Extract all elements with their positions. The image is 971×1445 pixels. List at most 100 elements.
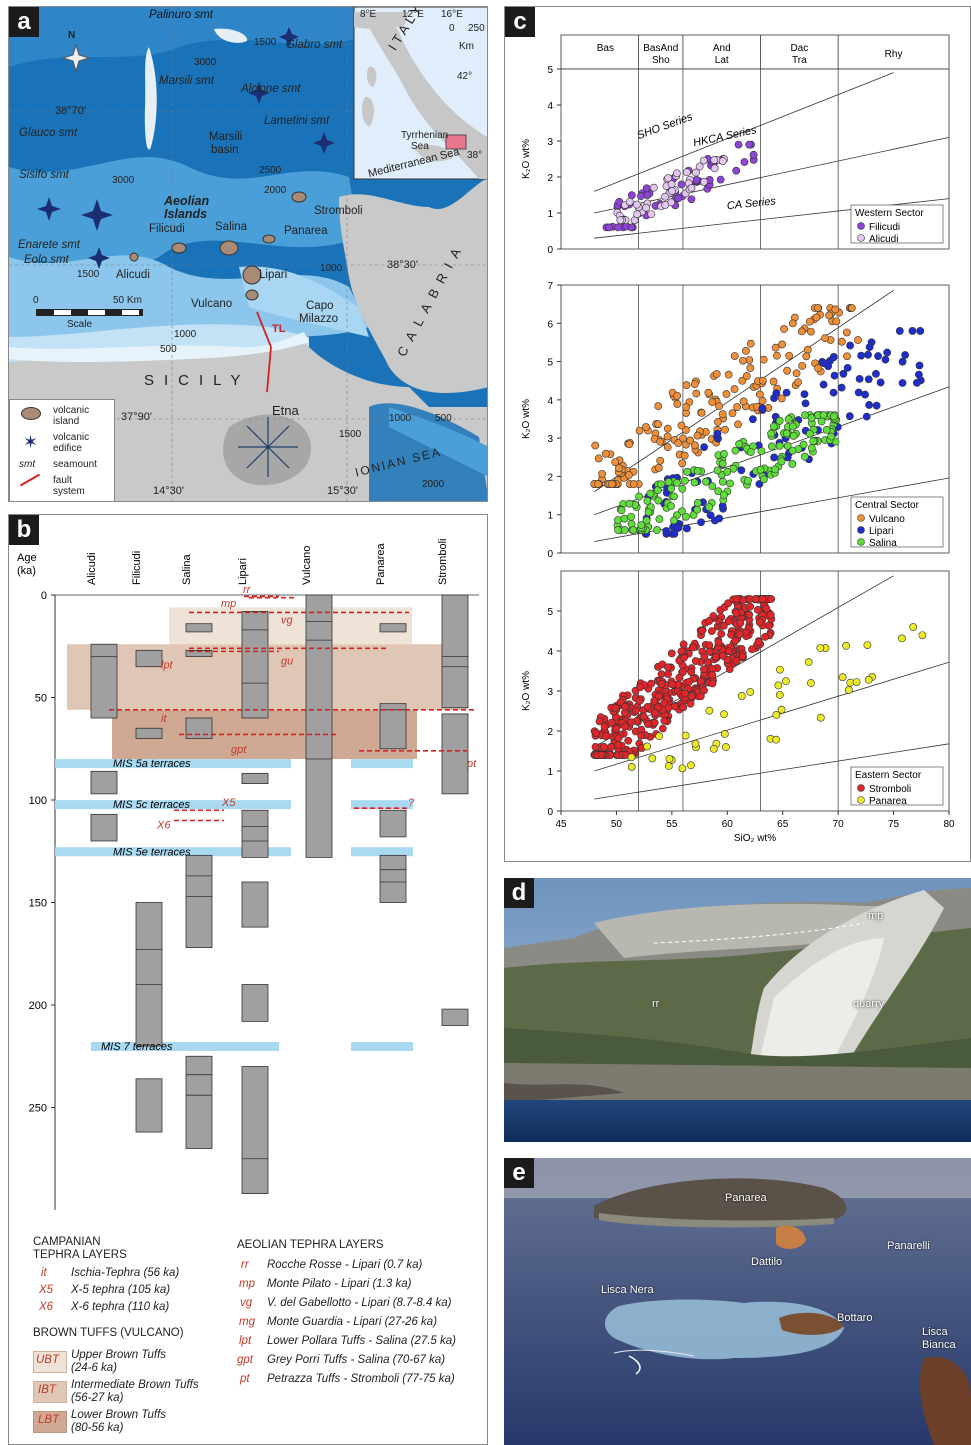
y-tick-label: 2 <box>547 173 553 184</box>
point-panarea <box>852 678 861 686</box>
point-stromboli <box>614 734 623 742</box>
point-alicudi <box>692 168 700 177</box>
point-stromboli <box>705 641 714 649</box>
point-vulcano <box>778 340 786 349</box>
field-label-and: And <box>713 43 731 54</box>
point-vulcano <box>714 418 722 426</box>
point-lipari <box>876 378 885 387</box>
point-vulcano <box>680 451 689 460</box>
column-title-alicudi: Alicudi <box>86 553 98 585</box>
point-panarea <box>775 691 784 699</box>
strat-unit <box>379 623 407 633</box>
point-stromboli <box>631 706 640 715</box>
point-salina <box>682 512 690 521</box>
point-vulcano <box>677 421 686 430</box>
point-lipari <box>670 529 679 538</box>
depth-500-e: 500 <box>435 413 452 424</box>
point-salina <box>620 526 629 534</box>
inset-scale-0: 0 <box>449 23 455 34</box>
series-boundary <box>594 137 950 214</box>
legend-box-0 <box>850 204 944 244</box>
point-vulcano <box>843 352 851 361</box>
point-stromboli <box>755 618 764 627</box>
point-stromboli <box>660 716 669 725</box>
point-salina <box>756 465 765 474</box>
field-label-rhy: Rhy <box>885 49 903 60</box>
smt-glauco: Glauco smt <box>19 127 78 139</box>
point-stromboli <box>660 699 668 708</box>
point-panarea <box>918 631 927 640</box>
point-stromboli <box>650 718 659 727</box>
point-vulcano <box>825 311 834 320</box>
strat-unit <box>135 649 163 668</box>
aeolian-tephra-title: AEOLIAN TEPHRA LAYERS <box>237 1239 384 1251</box>
y-tick-label: 3 <box>547 434 553 445</box>
photo-e-label-panarelli: Panarelli <box>887 1240 930 1252</box>
point-vulcano <box>686 436 695 445</box>
point-salina <box>667 484 676 493</box>
point-salina <box>809 437 818 446</box>
column-title-salina: Salina <box>181 554 193 585</box>
photo-e-label-panarea: Panarea <box>725 1192 767 1204</box>
point-alicudi <box>632 200 641 209</box>
legend-fault-1: fault <box>53 475 72 486</box>
point-stromboli <box>678 668 687 677</box>
point-salina <box>817 417 826 426</box>
aeolian-pt-text: Petrazza Tuffs - Stromboli (77-75 ka) <box>267 1373 455 1385</box>
legend-marker-salina <box>857 538 865 546</box>
point-vulcano <box>814 364 822 373</box>
coord-15-30: 15°30' <box>327 485 358 497</box>
point-salina <box>678 484 687 493</box>
point-lipari <box>874 352 882 360</box>
ibt-code: IBT <box>38 1384 56 1396</box>
point-salina <box>760 475 768 484</box>
aeolian-vg-text: V. del Gabellotto - Lipari (8.7-8.4 ka) <box>267 1297 452 1309</box>
point-salina <box>782 429 791 438</box>
scale-title: Scale <box>67 319 93 330</box>
point-stromboli <box>650 697 659 705</box>
point-vulcano <box>813 304 822 312</box>
point-stromboli <box>724 599 732 608</box>
point-lipari <box>883 348 892 357</box>
point-stromboli <box>705 617 714 625</box>
point-salina <box>680 476 689 485</box>
ibt-name: Intermediate Brown Tuffs <box>71 1379 199 1391</box>
y-tick-label: 0 <box>547 245 553 256</box>
point-vulcano <box>758 376 767 385</box>
point-filicudi <box>745 140 754 149</box>
campanian-x5-code: X5 <box>39 1284 54 1296</box>
point-vulcano <box>837 337 846 346</box>
basin-label-1: Marsili <box>209 131 243 143</box>
point-salina <box>708 482 717 491</box>
point-lipari <box>755 480 764 488</box>
campanian-it-text: Ischia-Tephra (56 ka) <box>71 1267 180 1279</box>
island-lipari: Lipari <box>259 269 288 281</box>
point-salina <box>644 508 653 517</box>
aeolian-title-1: Aeolian <box>164 194 210 208</box>
y-axis-label: K₂O wt% <box>521 671 532 711</box>
legend-label-panarea: Panarea <box>869 796 907 807</box>
inset-scale-km: Km <box>459 41 474 52</box>
point-stromboli <box>614 741 623 749</box>
point-vulcano <box>832 317 841 326</box>
point-salina <box>620 514 629 523</box>
depth-2000-e: 2000 <box>422 479 445 490</box>
point-stromboli <box>602 732 610 741</box>
point-lipari <box>846 341 854 350</box>
point-panarea <box>627 753 636 762</box>
point-salina <box>643 497 652 505</box>
terrace-label: MIS 5a terraces <box>113 758 191 770</box>
inset-lon-16: 16°E <box>441 9 463 20</box>
point-stromboli <box>597 751 606 759</box>
point-filicudi <box>716 175 725 184</box>
point-vulcano <box>654 463 663 472</box>
photo-e-label-lisca: Lisca <box>922 1326 948 1338</box>
point-salina <box>719 450 728 458</box>
point-stromboli <box>592 729 601 737</box>
point-lipari <box>770 453 779 462</box>
point-stromboli <box>724 617 733 626</box>
point-stromboli <box>637 731 646 740</box>
point-stromboli <box>647 679 656 688</box>
point-stromboli <box>699 665 708 674</box>
depth-1500-e: 1500 <box>339 429 362 440</box>
